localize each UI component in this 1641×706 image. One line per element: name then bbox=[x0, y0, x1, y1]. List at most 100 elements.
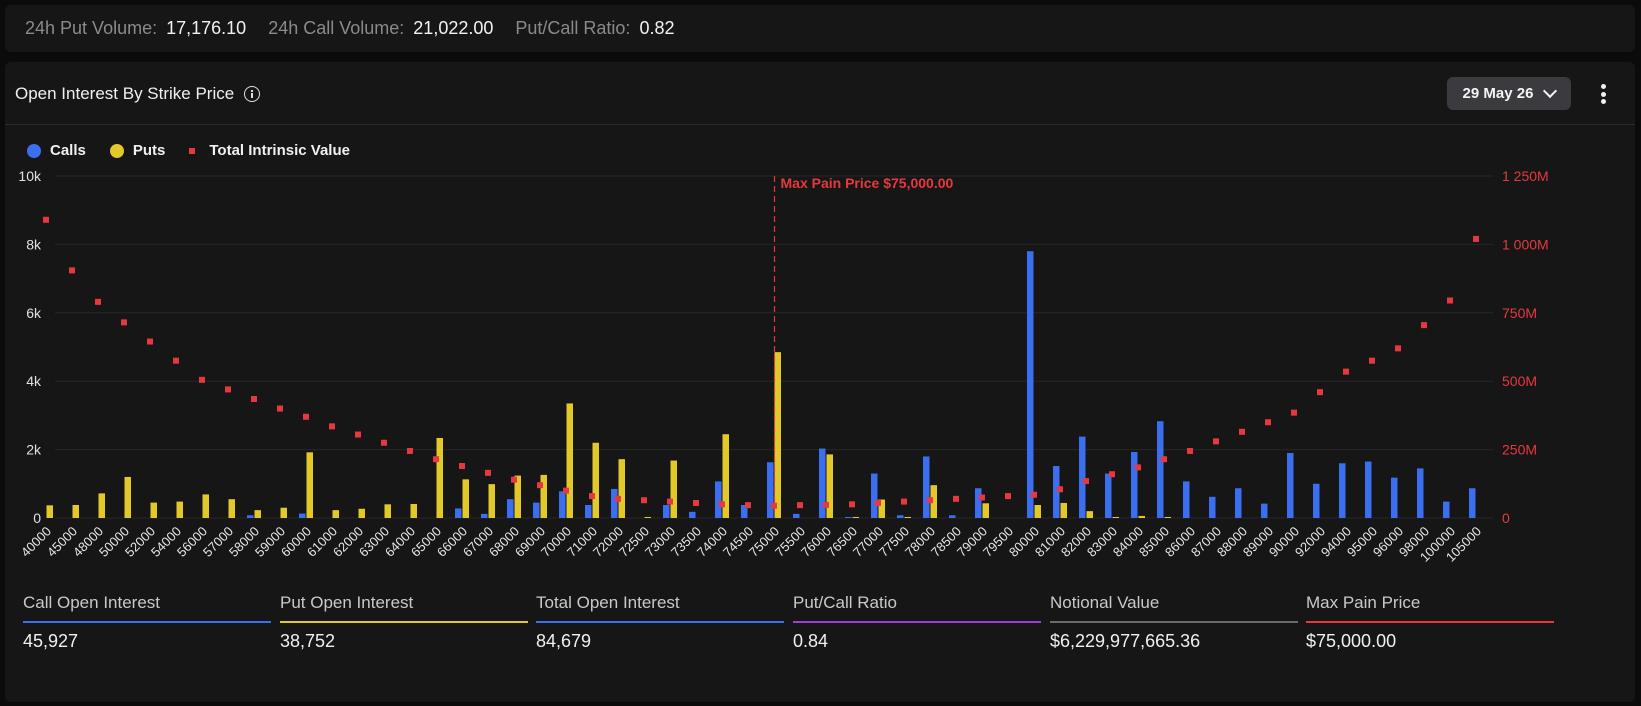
intrinsic-value-point bbox=[121, 319, 127, 326]
summary-stat-value: 0.84 bbox=[793, 631, 829, 651]
intrinsic-value-point bbox=[823, 501, 829, 508]
call-bar bbox=[793, 513, 800, 518]
call-bar bbox=[585, 505, 592, 518]
put-bar bbox=[618, 459, 625, 518]
summary-stat-value: $75,000.00 bbox=[1306, 631, 1397, 651]
intrinsic-value-point bbox=[641, 497, 647, 504]
put-call-ratio-label: Put/Call Ratio: bbox=[515, 18, 631, 38]
summary-stat-label: Total Open Interest bbox=[536, 593, 680, 612]
intrinsic-value-point bbox=[901, 498, 907, 505]
call-volume-value: 21,022.00 bbox=[413, 18, 494, 38]
intrinsic-value-point bbox=[459, 463, 465, 470]
y-left-tick-label: 0 bbox=[33, 510, 41, 526]
put-bar bbox=[1086, 511, 1093, 518]
intrinsic-value-point bbox=[875, 499, 881, 506]
legend-puts-label: Puts bbox=[132, 142, 166, 159]
call-bar bbox=[871, 473, 878, 518]
intrinsic-value-point bbox=[277, 405, 283, 412]
call-bar bbox=[1209, 496, 1216, 518]
intrinsic-value-point bbox=[1473, 235, 1479, 242]
intrinsic-value-point bbox=[693, 499, 699, 506]
summary-stats: Call Open Interest 45,927 Put Open Interes… bbox=[5, 593, 1635, 693]
call-bar bbox=[611, 488, 618, 518]
summary-stat-value: $6,229,977,665.36 bbox=[1050, 631, 1201, 651]
intrinsic-value-point bbox=[1369, 357, 1375, 364]
call-volume-stat: 24h Call Volume: 21,022.00 bbox=[268, 18, 493, 39]
call-bar bbox=[455, 508, 462, 518]
info-icon[interactable] bbox=[244, 86, 261, 102]
call-bar bbox=[715, 481, 722, 518]
put-bar bbox=[774, 352, 781, 518]
intrinsic-value-point bbox=[1317, 389, 1323, 396]
y-left-tick-label: 4k bbox=[26, 373, 42, 389]
summary-stat-underline bbox=[1050, 621, 1298, 623]
put-bar bbox=[670, 460, 677, 518]
intrinsic-value-point bbox=[173, 357, 179, 364]
call-bar bbox=[1365, 461, 1372, 518]
legend-calls[interactable]: Calls bbox=[27, 142, 86, 159]
put-bar bbox=[982, 503, 989, 518]
put-bar bbox=[1112, 516, 1119, 518]
intrinsic-value-point bbox=[69, 267, 75, 274]
put-bar bbox=[1138, 515, 1145, 518]
call-volume-label: 24h Call Volume: bbox=[268, 18, 405, 38]
intrinsic-value-point bbox=[537, 482, 543, 489]
expiry-date-dropdown[interactable]: 29 May 26 bbox=[1447, 77, 1571, 110]
calls-legend-marker bbox=[27, 143, 41, 158]
put-call-ratio-stat: Put/Call Ratio: 0.82 bbox=[515, 18, 674, 39]
call-bar bbox=[1469, 488, 1476, 518]
intrinsic-value-point bbox=[1447, 297, 1453, 304]
y-right-tick-label: 250M bbox=[1502, 442, 1537, 458]
y-left-tick-label: 10k bbox=[18, 168, 42, 184]
intrinsic-value-point bbox=[43, 216, 49, 223]
y-right-tick-label: 750M bbox=[1502, 305, 1537, 321]
legend-calls-label: Calls bbox=[50, 142, 86, 159]
call-bar bbox=[897, 515, 904, 518]
put-bar bbox=[150, 502, 157, 518]
call-bar bbox=[1053, 466, 1060, 518]
summary-stat-underline bbox=[793, 621, 1041, 623]
summary-stat-value: 84,679 bbox=[536, 631, 592, 651]
intrinsic-value-point bbox=[849, 501, 855, 508]
call-bar bbox=[1417, 468, 1424, 518]
more-options-icon[interactable] bbox=[1593, 80, 1613, 108]
call-bar bbox=[767, 462, 774, 518]
call-bar bbox=[1027, 251, 1034, 519]
intrinsic-value-point bbox=[1343, 368, 1349, 375]
legend-puts[interactable]: Puts bbox=[109, 142, 166, 159]
intrinsic-value-point bbox=[1421, 322, 1427, 329]
call-bar bbox=[559, 491, 566, 518]
intrinsic-value-point bbox=[433, 456, 439, 463]
call-bar bbox=[975, 488, 982, 518]
intrinsic-value-point bbox=[1057, 486, 1063, 493]
put-bar bbox=[410, 503, 417, 518]
put-bar bbox=[1164, 516, 1171, 518]
put-bar bbox=[488, 484, 495, 518]
call-bar bbox=[1079, 436, 1086, 518]
put-bar bbox=[46, 505, 53, 518]
intrinsic-value-point bbox=[563, 487, 569, 494]
summary-stat: Put/Call Ratio 0.84 bbox=[793, 593, 1041, 652]
put-bar bbox=[1034, 505, 1041, 518]
call-bar bbox=[689, 511, 696, 518]
summary-stat: Max Pain Price $75,000.00 bbox=[1306, 593, 1554, 652]
intrinsic-value-point bbox=[355, 431, 361, 438]
legend-intrinsic[interactable]: Total Intrinsic Value bbox=[189, 142, 350, 159]
intrinsic-value-point bbox=[953, 495, 959, 502]
put-bar bbox=[72, 505, 79, 518]
call-bar bbox=[507, 499, 514, 518]
intrinsic-value-point bbox=[329, 423, 335, 430]
call-bar bbox=[1339, 463, 1346, 518]
put-volume-value: 17,176.10 bbox=[166, 18, 247, 38]
intrinsic-value-point bbox=[719, 501, 725, 508]
put-volume-stat: 24h Put Volume: 17,176.10 bbox=[25, 18, 246, 39]
intrinsic-value-point bbox=[1161, 456, 1167, 463]
call-bar bbox=[1391, 477, 1398, 518]
put-bar bbox=[540, 474, 547, 518]
call-bar bbox=[481, 513, 488, 518]
y-right-tick-label: 1 000M bbox=[1502, 236, 1549, 252]
intrinsic-value-point bbox=[1265, 419, 1271, 426]
y-right-tick-label: 500M bbox=[1502, 373, 1537, 389]
put-bar bbox=[306, 452, 313, 518]
intrinsic-value-point bbox=[1109, 471, 1115, 478]
